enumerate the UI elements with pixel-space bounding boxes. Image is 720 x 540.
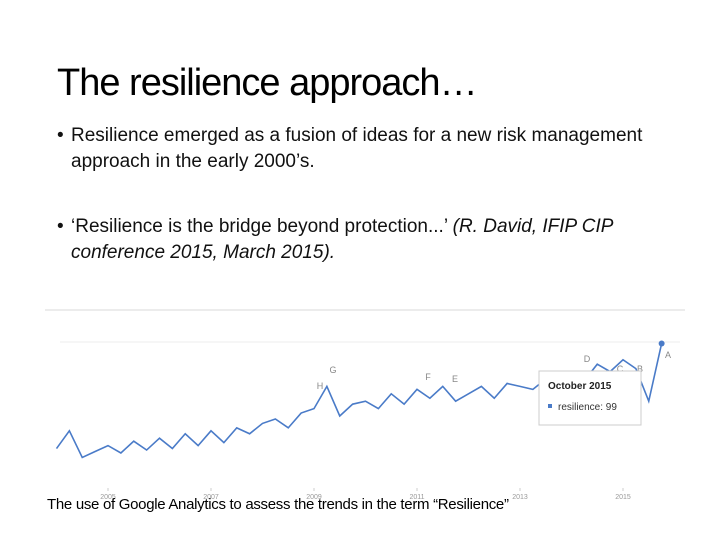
event-marker: A — [665, 350, 671, 360]
highlight-point — [658, 340, 665, 347]
x-tick-label: 2011 — [409, 494, 424, 501]
tooltip-title: October 2015 — [548, 381, 612, 392]
x-tick-label: 2005 — [100, 494, 116, 501]
event-marker: C — [617, 364, 624, 374]
bullet-text: ‘Resilience is the bridge beyond protect… — [71, 216, 453, 237]
citation: (R. David, IFIP CIP conference 2015, Mar… — [71, 216, 613, 263]
x-tick-label: 2015 — [615, 494, 631, 501]
event-marker: E — [452, 374, 458, 384]
event-marker: G — [329, 365, 336, 375]
event-marker: F — [425, 372, 431, 382]
bullet: Resilience emerged as a fusion of ideas … — [57, 123, 681, 175]
slide-title: The resilience approach… — [57, 62, 478, 104]
tooltip-box — [538, 370, 642, 426]
x-tick-label: 2013 — [512, 494, 528, 501]
tooltip-swatch — [548, 404, 552, 408]
event-marker: B — [637, 364, 643, 374]
tooltip-text: resilience: 99 — [558, 402, 617, 413]
tooltip: October 2015 resilience: 99 — [538, 370, 642, 426]
x-tick-label: 2007 — [203, 494, 219, 501]
x-tick-label: 2009 — [306, 494, 322, 501]
event-marker: H — [317, 381, 324, 391]
caption: The use of Google Analytics to assess th… — [47, 496, 509, 513]
bullet-text: Resilience emerged as a fusion of ideas … — [71, 125, 643, 172]
event-marker: D — [584, 354, 591, 364]
bullet: ‘Resilience is the bridge beyond protect… — [57, 214, 681, 266]
